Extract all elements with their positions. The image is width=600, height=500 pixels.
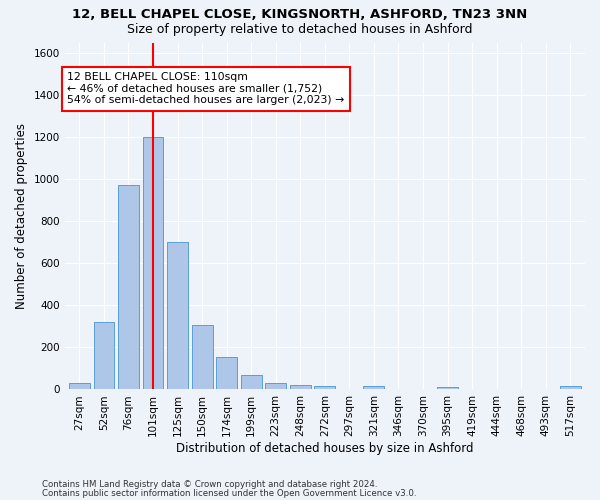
Bar — [364, 386, 385, 390]
Bar — [69, 383, 90, 390]
Bar — [143, 137, 163, 390]
Y-axis label: Number of detached properties: Number of detached properties — [15, 123, 28, 309]
Bar — [94, 322, 115, 390]
Bar — [560, 386, 581, 390]
Bar — [265, 383, 286, 390]
Bar — [290, 386, 311, 390]
Bar — [191, 326, 212, 390]
Bar — [118, 186, 139, 390]
Bar — [216, 357, 237, 390]
Bar — [437, 388, 458, 390]
Text: Size of property relative to detached houses in Ashford: Size of property relative to detached ho… — [127, 22, 473, 36]
Text: 12, BELL CHAPEL CLOSE, KINGSNORTH, ASHFORD, TN23 3NN: 12, BELL CHAPEL CLOSE, KINGSNORTH, ASHFO… — [73, 8, 527, 20]
Bar — [241, 374, 262, 390]
Text: Contains HM Land Registry data © Crown copyright and database right 2024.: Contains HM Land Registry data © Crown c… — [42, 480, 377, 489]
Text: Contains public sector information licensed under the Open Government Licence v3: Contains public sector information licen… — [42, 489, 416, 498]
X-axis label: Distribution of detached houses by size in Ashford: Distribution of detached houses by size … — [176, 442, 473, 455]
Text: 12 BELL CHAPEL CLOSE: 110sqm
← 46% of detached houses are smaller (1,752)
54% of: 12 BELL CHAPEL CLOSE: 110sqm ← 46% of de… — [67, 72, 344, 105]
Bar — [314, 386, 335, 390]
Bar — [167, 242, 188, 390]
